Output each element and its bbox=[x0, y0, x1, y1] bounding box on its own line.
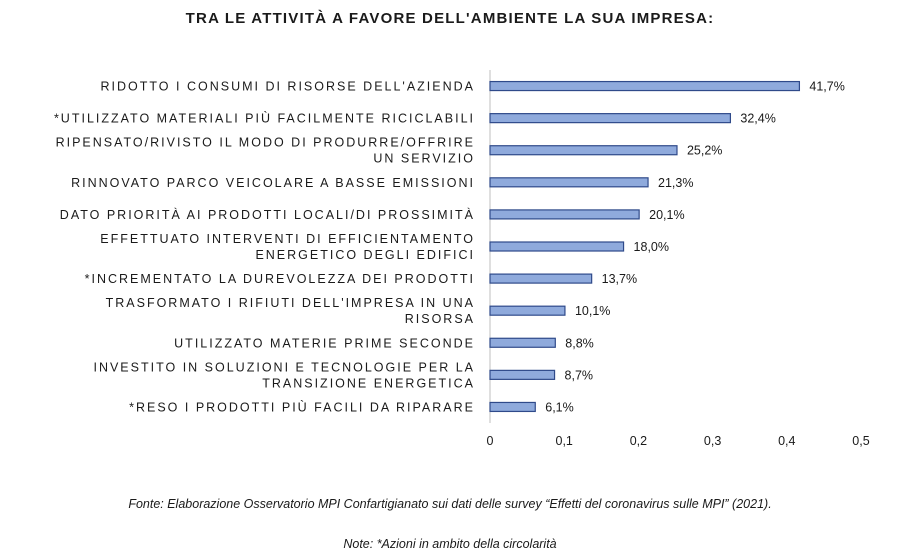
category-label-line: RINNOVATO PARCO VEICOLARE A BASSE EMISSI… bbox=[71, 176, 475, 190]
data-label: 20,1% bbox=[649, 208, 684, 222]
category-label: *RESO I PRODOTTI PIÙ FACILI DA RIPARARE bbox=[129, 399, 475, 414]
data-label: 10,1% bbox=[575, 304, 610, 318]
category-label-line: DATO PRIORITÀ AI PRODOTTI LOCALI/DI PROS… bbox=[60, 207, 475, 222]
category-label-line: RIDOTTO I CONSUMI DI RISORSE DELL'AZIEND… bbox=[101, 80, 475, 94]
bar bbox=[489, 177, 649, 188]
data-label: 32,4% bbox=[740, 112, 775, 126]
category-label: RINNOVATO PARCO VEICOLARE A BASSE EMISSI… bbox=[71, 176, 475, 190]
category-label: UTILIZZATO MATERIE PRIME SECONDE bbox=[174, 336, 475, 350]
category-label: RIPENSATO/RIVISTO IL MODO DI PRODURRE/OF… bbox=[56, 136, 475, 166]
category-label-line: UTILIZZATO MATERIE PRIME SECONDE bbox=[174, 336, 475, 350]
bar bbox=[489, 337, 556, 348]
category-label: *UTILIZZATO MATERIALI PIÙ FACILMENTE RIC… bbox=[54, 111, 475, 126]
category-label-line: INVESTITO IN SOLUZIONI E TECNOLOGIE PER … bbox=[93, 360, 475, 374]
category-label: RIDOTTO I CONSUMI DI RISORSE DELL'AZIEND… bbox=[101, 80, 475, 94]
data-label: 41,7% bbox=[809, 80, 844, 94]
bar bbox=[489, 113, 732, 124]
category-label: INVESTITO IN SOLUZIONI E TECNOLOGIE PER … bbox=[93, 360, 475, 390]
bar bbox=[489, 369, 556, 380]
x-tick-label: 0,5 bbox=[852, 434, 869, 448]
category-label-line: UN SERVIZIO bbox=[373, 152, 475, 166]
category-label: EFFETTUATO INTERVENTI DI EFFICIENTAMENTO… bbox=[100, 232, 475, 262]
data-label: 13,7% bbox=[602, 272, 637, 286]
category-label-line: *UTILIZZATO MATERIALI PIÙ FACILMENTE RIC… bbox=[54, 111, 475, 126]
bar bbox=[489, 80, 801, 92]
category-label-line: EFFETTUATO INTERVENTI DI EFFICIENTAMENTO bbox=[100, 232, 475, 246]
category-label: DATO PRIORITÀ AI PRODOTTI LOCALI/DI PROS… bbox=[60, 207, 475, 222]
bar bbox=[489, 305, 566, 316]
bar bbox=[489, 145, 678, 156]
category-label-line: RISORSA bbox=[405, 312, 475, 326]
bar bbox=[489, 209, 640, 220]
category-label: TRASFORMATO I RIFIUTI DELL'IMPRESA IN UN… bbox=[106, 296, 475, 326]
x-tick-label: 0,3 bbox=[704, 434, 721, 448]
x-tick-label: 0,2 bbox=[630, 434, 647, 448]
category-label-line: ENERGETICO DEGLI EDIFICI bbox=[255, 248, 475, 262]
category-label: *INCREMENTATO LA DUREVOLEZZA DEI PRODOTT… bbox=[85, 272, 475, 286]
category-label-line: TRASFORMATO I RIFIUTI DELL'IMPRESA IN UN… bbox=[106, 296, 475, 310]
bar bbox=[489, 241, 625, 252]
category-label-line: TRANSIZIONE ENERGETICA bbox=[262, 376, 475, 390]
x-tick-label: 0,1 bbox=[556, 434, 573, 448]
data-label: 21,3% bbox=[658, 176, 693, 190]
data-label: 18,0% bbox=[634, 240, 669, 254]
x-tick-label: 0 bbox=[487, 434, 494, 448]
data-label: 25,2% bbox=[687, 144, 722, 158]
x-tick-label: 0,4 bbox=[778, 434, 795, 448]
data-label: 8,7% bbox=[565, 368, 594, 382]
category-label-line: *INCREMENTATO LA DUREVOLEZZA DEI PRODOTT… bbox=[85, 272, 475, 286]
bar bbox=[489, 401, 536, 413]
data-label: 6,1% bbox=[545, 400, 574, 414]
footnote: Note: *Azioni in ambito della circolarit… bbox=[343, 537, 557, 551]
source-note: Fonte: Elaborazione Osservatorio MPI Con… bbox=[128, 497, 772, 511]
bar-chart: 41,7% RIDOTTO I CONSUMI DI RISORSE DELL'A… bbox=[54, 70, 870, 448]
data-label: 8,8% bbox=[565, 336, 594, 350]
chart-title: TRA LE ATTIVITÀ A FAVORE DELL'AMBIENTE L… bbox=[185, 10, 715, 27]
bar bbox=[489, 273, 593, 284]
category-label-line: RIPENSATO/RIVISTO IL MODO DI PRODURRE/OF… bbox=[56, 136, 475, 150]
category-label-line: *RESO I PRODOTTI PIÙ FACILI DA RIPARARE bbox=[129, 399, 475, 414]
